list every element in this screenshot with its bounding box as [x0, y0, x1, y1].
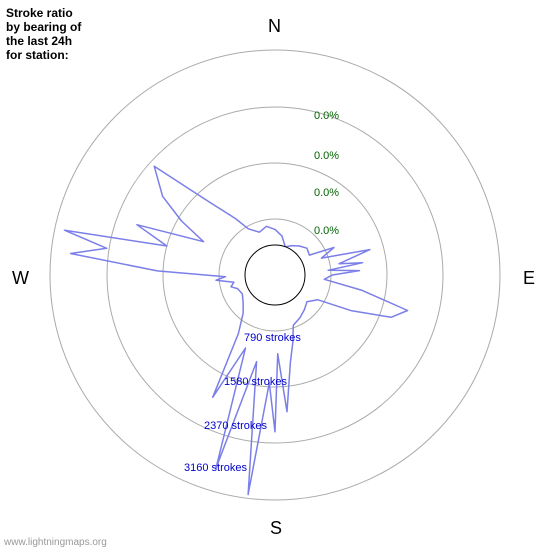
attribution-text: www.lightningmaps.org: [4, 537, 107, 548]
stroke-label-1: 1580 strokes: [224, 376, 287, 388]
cardinal-s: S: [270, 518, 282, 539]
chart-title: Stroke ratio by bearing of the last 24h …: [6, 6, 81, 62]
stroke-label-0: 790 strokes: [244, 332, 301, 344]
stroke-label-3: 3160 strokes: [184, 462, 247, 474]
cardinal-w: W: [12, 268, 29, 289]
pct-label-3: 0.0%: [314, 225, 339, 237]
polar-chart: [0, 0, 550, 550]
pct-label-2: 0.0%: [314, 187, 339, 199]
stroke-label-2: 2370 strokes: [204, 420, 267, 432]
pct-label-1: 0.0%: [314, 150, 339, 162]
cardinal-n: N: [268, 16, 281, 37]
pct-label-0: 0.0%: [314, 110, 339, 122]
cardinal-e: E: [523, 268, 535, 289]
